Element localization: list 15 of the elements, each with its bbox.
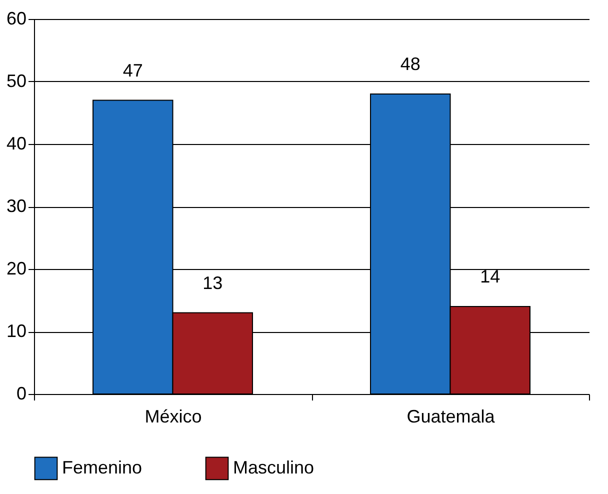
x-tick-label: Guatemala: [406, 406, 496, 426]
y-tick-label: 50: [6, 71, 26, 91]
data-label: 48: [400, 54, 420, 74]
y-tick-label: 40: [6, 134, 26, 154]
data-label: 14: [480, 266, 500, 286]
y-tick-label: 30: [6, 196, 26, 216]
legend-label: Masculino: [233, 457, 314, 478]
legend-label: Femenino: [62, 457, 142, 478]
data-label: 13: [202, 272, 223, 293]
data-label: 47: [122, 60, 143, 80]
y-tick-label: 20: [6, 258, 26, 278]
y-tick-label: 0: [16, 384, 26, 404]
y-tick-label: 60: [6, 8, 26, 28]
x-tick-label: México: [144, 406, 202, 426]
y-tick-label: 10: [6, 321, 26, 341]
